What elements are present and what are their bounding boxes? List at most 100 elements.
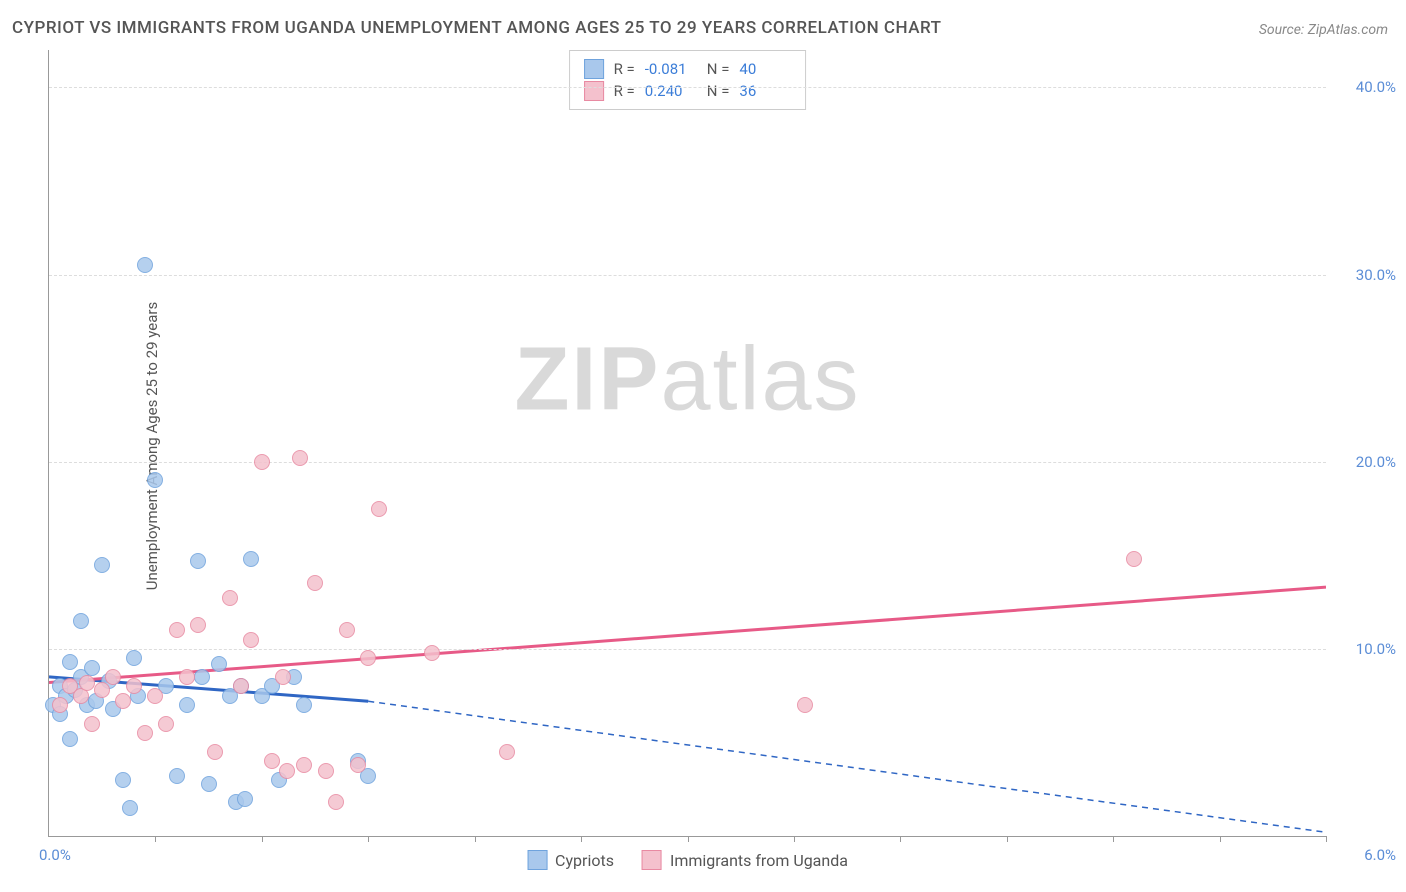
data-point bbox=[237, 791, 253, 807]
data-point bbox=[292, 450, 308, 466]
data-point bbox=[339, 622, 355, 638]
x-origin-label: 0.0% bbox=[39, 846, 71, 864]
legend-series: Cypriots Immigrants from Uganda bbox=[527, 850, 848, 870]
chart-container: CYPRIOT VS IMMIGRANTS FROM UGANDA UNEMPL… bbox=[0, 0, 1406, 892]
legend-stats-row: R = 0.240 N = 36 bbox=[584, 81, 792, 101]
x-tick bbox=[1113, 836, 1114, 842]
data-point bbox=[1126, 551, 1142, 567]
legend-item-uganda: Immigrants from Uganda bbox=[642, 850, 848, 870]
data-point bbox=[499, 744, 515, 760]
data-point bbox=[94, 557, 110, 573]
legend-swatch-icon bbox=[642, 850, 662, 870]
data-point bbox=[279, 763, 295, 779]
data-point bbox=[328, 794, 344, 810]
data-point bbox=[115, 693, 131, 709]
data-point bbox=[222, 590, 238, 606]
y-tick-label: 10.0% bbox=[1356, 640, 1396, 658]
source-attribution: Source: ZipAtlas.com bbox=[1259, 22, 1388, 38]
data-point bbox=[318, 763, 334, 779]
data-point bbox=[201, 776, 217, 792]
data-point bbox=[194, 669, 210, 685]
legend-n-label: N = bbox=[707, 82, 730, 100]
data-point bbox=[84, 660, 100, 676]
gridline bbox=[49, 462, 1326, 463]
x-right-label: 6.0% bbox=[1364, 846, 1396, 864]
legend-stats-row: R = -0.081 N = 40 bbox=[584, 59, 792, 79]
data-point bbox=[169, 622, 185, 638]
legend-stats: R = -0.081 N = 40 R = 0.240 N = 36 bbox=[569, 50, 807, 110]
legend-swatch-icon bbox=[527, 850, 547, 870]
data-point bbox=[797, 697, 813, 713]
data-point bbox=[137, 725, 153, 741]
data-point bbox=[275, 669, 291, 685]
legend-r-label: R = bbox=[614, 82, 635, 100]
data-point bbox=[137, 257, 153, 273]
data-point bbox=[190, 617, 206, 633]
data-point bbox=[169, 768, 185, 784]
data-point bbox=[264, 753, 280, 769]
data-point bbox=[207, 744, 223, 760]
data-point bbox=[94, 682, 110, 698]
y-tick-label: 20.0% bbox=[1356, 453, 1396, 471]
gridline bbox=[49, 649, 1326, 650]
data-point bbox=[179, 669, 195, 685]
data-point bbox=[233, 678, 249, 694]
data-point bbox=[126, 678, 142, 694]
watermark: ZIPatlas bbox=[514, 329, 860, 432]
data-point bbox=[296, 757, 312, 773]
data-point bbox=[122, 800, 138, 816]
data-point bbox=[296, 697, 312, 713]
legend-item-cypriots: Cypriots bbox=[527, 850, 614, 870]
data-point bbox=[179, 697, 195, 713]
y-tick-label: 30.0% bbox=[1356, 266, 1396, 284]
legend-r-value: -0.081 bbox=[645, 60, 697, 78]
gridline bbox=[49, 275, 1326, 276]
data-point bbox=[126, 650, 142, 666]
x-tick bbox=[581, 836, 582, 842]
data-point bbox=[254, 454, 270, 470]
data-point bbox=[243, 551, 259, 567]
data-point bbox=[243, 632, 259, 648]
legend-item-label: Cypriots bbox=[555, 851, 614, 870]
data-point bbox=[62, 654, 78, 670]
data-point bbox=[158, 716, 174, 732]
legend-swatch-cypriots bbox=[584, 59, 604, 79]
x-tick bbox=[262, 836, 263, 842]
legend-item-label: Immigrants from Uganda bbox=[670, 851, 848, 870]
data-point bbox=[79, 675, 95, 691]
data-point bbox=[211, 656, 227, 672]
x-tick bbox=[1326, 836, 1327, 842]
legend-n-value: 40 bbox=[739, 60, 791, 78]
x-tick bbox=[475, 836, 476, 842]
legend-swatch-uganda bbox=[584, 81, 604, 101]
plot-area: ZIPatlas R = -0.081 N = 40 R = 0.240 N =… bbox=[48, 50, 1326, 837]
legend-n-label: N = bbox=[707, 60, 730, 78]
legend-r-value: 0.240 bbox=[645, 82, 697, 100]
data-point bbox=[190, 553, 206, 569]
data-point bbox=[73, 613, 89, 629]
data-point bbox=[115, 772, 131, 788]
legend-n-value: 36 bbox=[739, 82, 791, 100]
chart-title: CYPRIOT VS IMMIGRANTS FROM UGANDA UNEMPL… bbox=[12, 18, 941, 38]
x-tick bbox=[900, 836, 901, 842]
data-point bbox=[371, 501, 387, 517]
data-point bbox=[424, 645, 440, 661]
trend-lines bbox=[49, 50, 1326, 836]
x-tick bbox=[688, 836, 689, 842]
x-tick bbox=[1220, 836, 1221, 842]
x-tick bbox=[794, 836, 795, 842]
data-point bbox=[147, 688, 163, 704]
data-point bbox=[105, 669, 121, 685]
data-point bbox=[360, 650, 376, 666]
gridline bbox=[49, 87, 1326, 88]
data-point bbox=[307, 575, 323, 591]
data-point bbox=[62, 731, 78, 747]
data-point bbox=[350, 757, 366, 773]
x-tick bbox=[155, 836, 156, 842]
data-point bbox=[147, 472, 163, 488]
data-point bbox=[52, 697, 68, 713]
legend-r-label: R = bbox=[614, 60, 635, 78]
data-point bbox=[84, 716, 100, 732]
x-tick bbox=[1007, 836, 1008, 842]
y-tick-label: 40.0% bbox=[1356, 78, 1396, 96]
